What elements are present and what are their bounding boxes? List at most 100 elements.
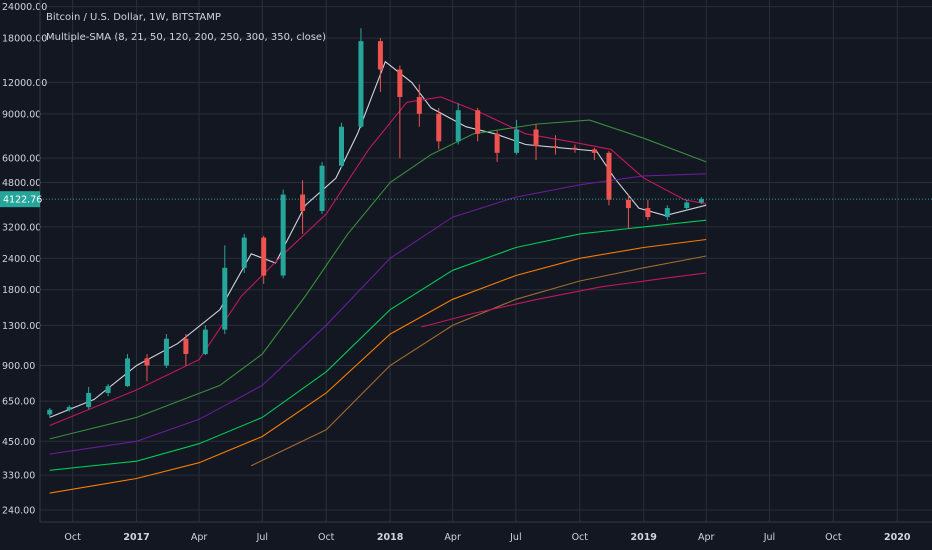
candle-body [66, 407, 72, 410]
candle [358, 28, 364, 129]
sma-line-8 [421, 272, 707, 328]
candle [300, 180, 306, 234]
candle-body [436, 113, 442, 142]
candle-body [163, 338, 169, 366]
candle [202, 325, 208, 356]
candle-body [358, 41, 364, 127]
sma-line-2 [49, 96, 707, 427]
candle-body [455, 110, 461, 142]
x-tick-label: Oct [825, 532, 842, 543]
y-tick-label: 900.00 [2, 361, 35, 372]
candle-body [645, 208, 651, 218]
candle [66, 405, 72, 412]
last-price-badge [0, 191, 40, 208]
sma-line-7 [250, 255, 707, 467]
candle [144, 353, 150, 382]
candle [163, 334, 169, 368]
y-tick-label: 650.00 [2, 397, 35, 408]
candle [319, 161, 325, 214]
candle-body [606, 152, 612, 200]
candle [684, 199, 690, 211]
candle [339, 122, 345, 168]
candle-body [416, 96, 422, 114]
x-tick-label: Oct [64, 532, 81, 543]
y-tick-label: 24000.00 [2, 2, 47, 13]
candle-body [202, 329, 208, 354]
candle-body [144, 358, 150, 366]
candle [105, 383, 111, 397]
candle-body [280, 194, 286, 276]
indicator-label: Multiple-SMA (8, 21, 50, 120, 200, 250, … [46, 32, 326, 43]
candle [664, 205, 670, 221]
candle-body [494, 133, 500, 153]
x-tick-label: 2019 [630, 532, 656, 543]
candle-body [591, 149, 597, 153]
x-tick-label: Jul [256, 532, 268, 543]
grid-layer [40, 0, 932, 522]
candle-body [475, 110, 481, 134]
candle-body [339, 126, 345, 166]
candle [455, 103, 461, 145]
candle [125, 353, 131, 387]
candle [494, 130, 500, 162]
candle-body [300, 194, 306, 211]
candle [533, 124, 539, 160]
candle [261, 235, 267, 284]
x-tick-label: Jul [763, 532, 775, 543]
candle [572, 144, 578, 153]
candle [222, 245, 228, 335]
candle-body [514, 129, 520, 153]
y-tick-label: 4800.00 [2, 178, 41, 189]
candle [698, 197, 704, 204]
y-tick-label: 450.00 [2, 437, 35, 448]
x-tick-label: 2017 [123, 532, 149, 543]
candle [625, 194, 631, 229]
y-tick-label: 1800.00 [2, 285, 41, 296]
y-tick-label: 9000.00 [2, 109, 41, 120]
candle-body [684, 202, 690, 209]
y-tick-label: 12000.00 [2, 78, 47, 89]
candle [47, 408, 53, 418]
x-tick-label: Oct [572, 532, 589, 543]
candle-body [533, 129, 539, 147]
last-price-label: 4122.76 [3, 195, 42, 206]
x-tick-label: 2020 [884, 532, 911, 543]
candle [552, 135, 558, 155]
candle-body [241, 237, 247, 268]
candle-body [47, 409, 53, 415]
candle [606, 151, 612, 206]
candle [514, 120, 520, 155]
candle-body [105, 386, 111, 393]
x-tick-label: Oct [318, 532, 335, 543]
candle [645, 199, 651, 221]
y-tick-label: 3200.00 [2, 222, 41, 233]
y-tick-label: 6000.00 [2, 154, 41, 165]
candle [377, 38, 383, 92]
sma-line-3 [49, 119, 707, 440]
candle-body [86, 392, 92, 408]
x-tick-label: Jul [509, 532, 521, 543]
candle [86, 386, 92, 409]
candle-body [319, 165, 325, 211]
candle-body [125, 358, 131, 387]
candle [475, 107, 481, 142]
candle-body [664, 208, 670, 218]
sma-layer [49, 60, 707, 494]
x-tick-label: Apr [191, 532, 208, 543]
x-tick-label: Apr [698, 532, 715, 543]
candle-body [222, 267, 228, 330]
chart-title: Bitcoin / U.S. Dollar, 1W, BITSTAMP [46, 12, 221, 23]
sma-line-5 [49, 219, 707, 471]
candle [241, 233, 247, 273]
candle-body [552, 146, 558, 148]
x-tick-label: Apr [444, 532, 461, 543]
candle [416, 84, 422, 127]
sma-line-6 [49, 238, 707, 494]
candle-body [397, 69, 403, 97]
candle-body [183, 338, 189, 354]
y-tick-label: 240.00 [2, 505, 35, 516]
candle-layer [47, 28, 704, 418]
